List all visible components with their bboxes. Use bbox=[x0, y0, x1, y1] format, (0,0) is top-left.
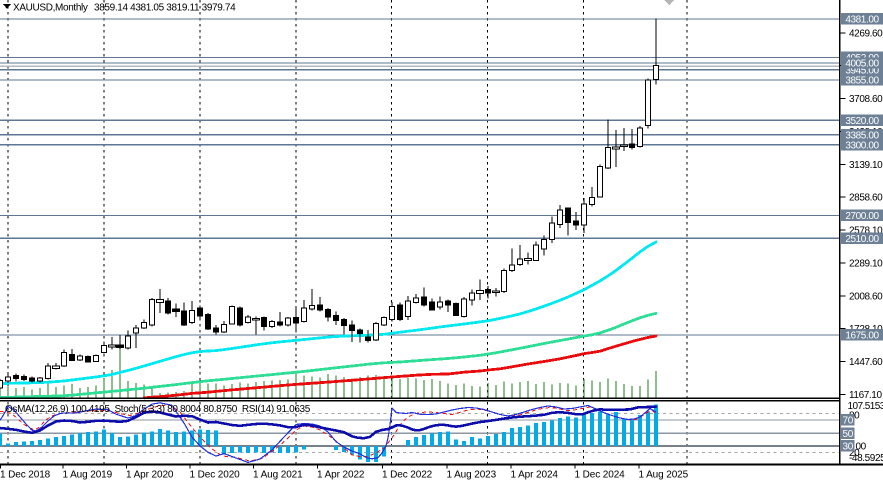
svg-text:2700.00: 2700.00 bbox=[845, 211, 879, 222]
svg-text:1 Dec 2022: 1 Dec 2022 bbox=[382, 470, 433, 481]
svg-text:1 Aug 2019: 1 Aug 2019 bbox=[63, 470, 113, 481]
svg-text:1 Aug 2021: 1 Aug 2021 bbox=[253, 470, 303, 481]
svg-text:4381.00: 4381.00 bbox=[845, 15, 879, 26]
svg-text:30: 30 bbox=[843, 442, 854, 453]
svg-text:1 Apr 2024: 1 Apr 2024 bbox=[511, 470, 559, 481]
svg-text:2008.60: 2008.60 bbox=[849, 291, 883, 302]
svg-text:XAUUSD,Monthly: XAUUSD,Monthly bbox=[13, 3, 88, 14]
svg-text:2858.60: 2858.60 bbox=[849, 193, 883, 204]
svg-text:-48.5925: -48.5925 bbox=[849, 453, 883, 464]
svg-text:1 Dec 2024: 1 Dec 2024 bbox=[575, 470, 626, 481]
svg-text:OsMA(12,26,9) 100.4195 Stoch(: OsMA(12,26,9) 100.4195 Stoch(5,3,3) 80.8… bbox=[5, 404, 311, 415]
svg-text:1 Dec 2020: 1 Dec 2020 bbox=[190, 470, 241, 481]
svg-text:3385.00: 3385.00 bbox=[845, 131, 879, 142]
svg-text:4269.60: 4269.60 bbox=[849, 28, 883, 39]
svg-text:1447.60: 1447.60 bbox=[849, 357, 883, 368]
svg-text:3520.00: 3520.00 bbox=[845, 116, 879, 127]
svg-text:2510.00: 2510.00 bbox=[845, 234, 879, 245]
svg-text:50: 50 bbox=[843, 429, 854, 440]
svg-text:1675.00: 1675.00 bbox=[845, 331, 879, 342]
svg-text:00: 00 bbox=[856, 441, 867, 452]
svg-text:70: 70 bbox=[843, 416, 854, 427]
svg-text:1 Apr 2022: 1 Apr 2022 bbox=[317, 470, 365, 481]
svg-text:3859.14 4381.05 3819.11 3979.7: 3859.14 4381.05 3819.11 3979.74 bbox=[94, 3, 236, 14]
svg-text:20: 20 bbox=[849, 448, 860, 459]
svg-text:1 Aug 2023: 1 Aug 2023 bbox=[447, 470, 497, 481]
svg-text:1 Aug 2025: 1 Aug 2025 bbox=[639, 470, 689, 481]
svg-text:2289.10: 2289.10 bbox=[849, 259, 883, 270]
svg-text:3945.00: 3945.00 bbox=[845, 66, 879, 77]
svg-text:80: 80 bbox=[849, 411, 860, 422]
svg-text:1 Apr 2020: 1 Apr 2020 bbox=[126, 470, 174, 481]
svg-text:2578.10: 2578.10 bbox=[849, 226, 883, 237]
svg-text:3300.00: 3300.00 bbox=[845, 141, 879, 152]
svg-text:3139.10: 3139.10 bbox=[849, 160, 883, 171]
svg-text:1167.10: 1167.10 bbox=[849, 390, 882, 401]
svg-text:107.5153: 107.5153 bbox=[848, 401, 883, 412]
svg-text:1 Dec 2018: 1 Dec 2018 bbox=[0, 470, 51, 481]
svg-text:4005.00: 4005.00 bbox=[845, 59, 879, 70]
svg-text:3855.00: 3855.00 bbox=[845, 76, 879, 87]
svg-text:3708.60: 3708.60 bbox=[849, 94, 883, 105]
